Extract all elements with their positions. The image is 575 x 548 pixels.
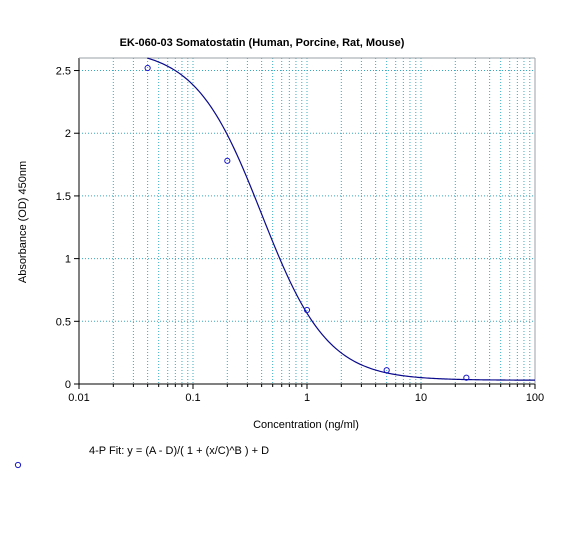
x-tick-label: 0.01 [68, 392, 89, 404]
y-axis-label: Absorbance (OD) 450nm [17, 161, 29, 283]
y-tick-label: 1 [65, 254, 71, 266]
x-tick-labels: 0.01 0.1 1 10 100 [68, 392, 544, 404]
grid [79, 58, 535, 384]
x-tick-label: 10 [415, 392, 427, 404]
x-tick-label: 0.1 [185, 392, 200, 404]
fit-equation: 4-P Fit: y = (A - D)/( 1 + (x/C)^B ) + D [89, 445, 269, 457]
legend-marker [14, 461, 22, 469]
x-tick-label: 1 [304, 392, 310, 404]
axes [74, 57, 536, 389]
y-tick-labels: 0 0.5 1 1.5 2 2.5 [56, 66, 71, 391]
y-tick-label: 0.5 [56, 316, 71, 328]
data-point [463, 374, 470, 381]
fit-curve [147, 57, 535, 381]
x-tick-label: 100 [526, 392, 544, 404]
data-points [144, 64, 470, 381]
y-tick-label: 2 [65, 128, 71, 140]
x-axis-label: Concentration (ng/ml) [253, 419, 359, 431]
y-tick-label: 1.5 [56, 191, 71, 203]
data-point [144, 64, 151, 72]
data-point [224, 157, 231, 164]
y-tick-label: 2.5 [56, 66, 71, 78]
data-point [303, 306, 311, 314]
chart-title: EK-060-03 Somatostatin (Human, Porcine, … [120, 37, 405, 49]
data-point [383, 367, 390, 374]
y-tick-label: 0 [65, 379, 71, 391]
